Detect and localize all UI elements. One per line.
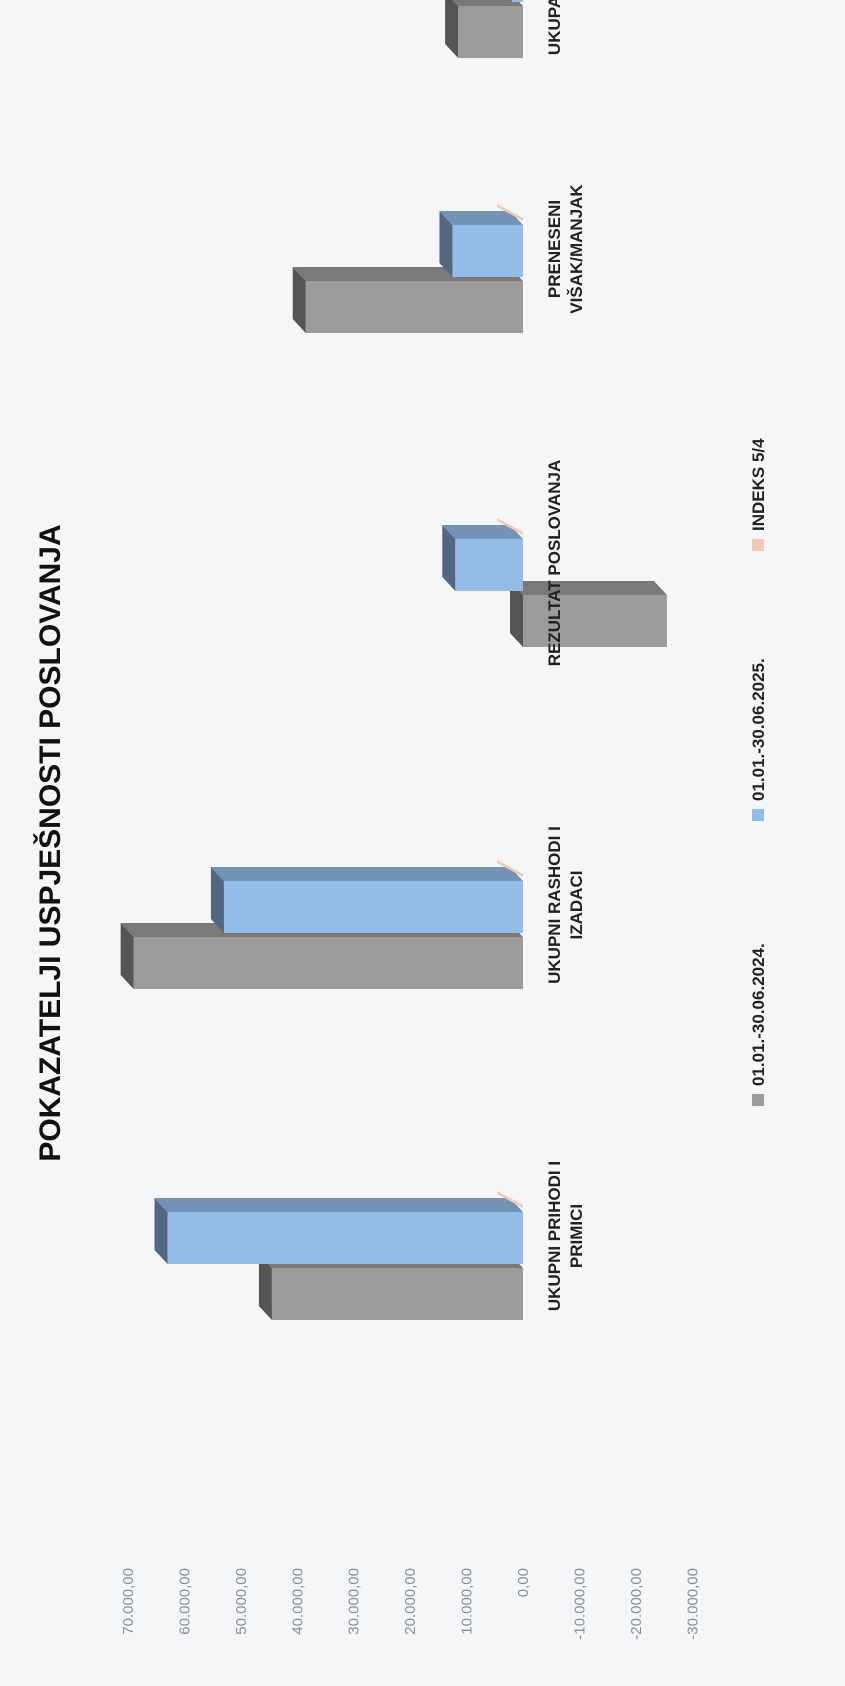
bar-side-4-series-2 <box>439 211 523 225</box>
bar-1-series-2 <box>167 1212 523 1264</box>
category-label: PRIMICI <box>567 1204 586 1268</box>
bar-3-series-2 <box>455 539 523 591</box>
y-tick-label: 30.000,00 <box>346 1568 363 1635</box>
bar-top-5-series-1 <box>445 0 459 58</box>
bar-side-1-series-2 <box>154 1198 523 1212</box>
y-tick-label: 50.000,00 <box>233 1568 250 1635</box>
bar-3-series-3 <box>497 518 523 535</box>
y-tick-label: -10.000,00 <box>571 1568 588 1640</box>
bar-4-series-3 <box>497 204 523 221</box>
bar-4-series-1 <box>305 281 523 333</box>
category-label: UKUPNI PRIHODI I <box>545 1161 564 1311</box>
y-tick-label: 40.000,00 <box>289 1568 306 1635</box>
bar-3-series-1 <box>523 595 667 647</box>
bar-2-series-2 <box>223 881 524 933</box>
legend-swatch <box>752 539 764 551</box>
bar-2-series-3 <box>497 860 523 877</box>
bar-top-3-series-1 <box>510 581 523 647</box>
category-label: UKUPAN REZULTAT <box>545 0 564 55</box>
category-label: UKUPNI RASHODI I <box>545 826 564 984</box>
bar-top-2-series-2 <box>210 867 224 933</box>
bar-side-5-series-1 <box>445 0 523 6</box>
legend-swatch <box>752 809 764 821</box>
legend-label: INDEKS 5/4 <box>749 438 768 531</box>
bar-5-series-1 <box>458 6 524 58</box>
bar-4-series-2 <box>452 225 524 277</box>
bar-side-2-series-2 <box>210 867 523 881</box>
bar-side-3-series-1 <box>510 581 667 595</box>
y-tick-label: 60.000,00 <box>176 1568 193 1635</box>
y-tick-label: 0,00 <box>515 1568 532 1597</box>
bars <box>120 0 667 1320</box>
bar-1-series-1 <box>271 1268 523 1320</box>
bar-2-series-1 <box>133 937 523 989</box>
bar-top-4-series-1 <box>292 267 306 333</box>
y-tick-label: 10.000,00 <box>459 1568 476 1635</box>
category-label: IZADACI <box>567 871 586 940</box>
y-tick-label: -20.000,00 <box>628 1568 645 1640</box>
chart-title: POKAZATELJI USPJEŠNOSTI POSLOVANJA <box>33 524 67 1161</box>
legend-label: 01.01.-30.06.2024. <box>749 943 768 1086</box>
bar-top-1-series-2 <box>154 1198 168 1264</box>
legend: 01.01.-30.06.2024. 01.01.-30.06.2025. INDE… <box>749 438 768 1106</box>
bar-top-3-series-2 <box>442 525 456 591</box>
bar-top-4-series-2 <box>439 211 453 277</box>
legend-swatch <box>752 1094 764 1106</box>
category-label: VIŠAK/MANJAK <box>567 184 586 314</box>
y-tick-label: 70.000,00 <box>120 1568 137 1635</box>
bar-5-series-2 <box>511 0 524 2</box>
bar-top-2-series-1 <box>120 923 134 989</box>
y-axis-ticks: 70.000,00 60.000,00 50.000,00 40.000,00 30.0… <box>120 1568 701 1640</box>
category-label: PRENESENI <box>545 200 564 298</box>
y-tick-label: 20.000,00 <box>402 1568 419 1635</box>
bar-1-series-3 <box>497 1191 523 1208</box>
bar-side-3-series-2 <box>442 525 523 539</box>
category-label: REZULTAT POSLOVANJA <box>545 460 564 667</box>
legend-label: 01.01.-30.06.2025. <box>749 658 768 801</box>
bar-top-1-series-1 <box>258 1254 272 1320</box>
y-tick-label: -30.000,00 <box>684 1568 701 1640</box>
